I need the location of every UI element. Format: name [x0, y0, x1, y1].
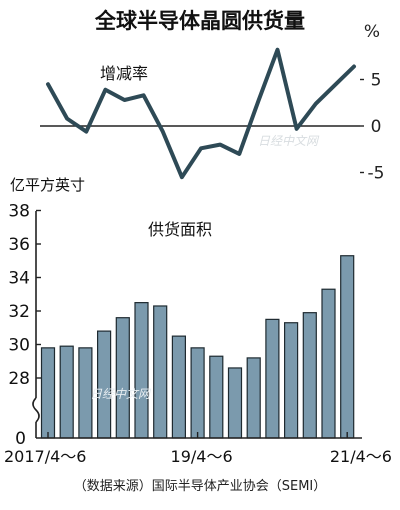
growth-rate-line — [46, 47, 356, 180]
shipment-bar — [227, 367, 243, 439]
line-series-label: 增减率 — [100, 64, 148, 83]
shipment-bar — [321, 288, 336, 439]
bar-series-label: 供货面积 — [148, 220, 212, 239]
line-y-tick-label: 0 — [371, 117, 382, 137]
source-note: （数据来源）国际半导体产业协会（SEMI） — [74, 479, 327, 494]
bar-y-zero-label: 0 — [15, 429, 26, 449]
bar-x-ticks: 2017/4～6 19/4～6 21/4～6 — [4, 432, 392, 466]
growth-rate-point — [162, 131, 164, 133]
shipment-bar — [171, 335, 186, 439]
growth-rate-point — [353, 65, 355, 67]
growth-rate-point — [124, 99, 125, 101]
bar-x-tick-label: 21/4～6 — [330, 447, 392, 466]
growth-rate-point — [143, 94, 145, 96]
bar-y-axis-label: 亿平方英寸 — [10, 176, 85, 194]
watermark-bottom: 日经中文网 — [90, 387, 152, 401]
chart-title: 全球半导体晶圆供货量 — [94, 9, 305, 33]
shipment-bar — [40, 347, 56, 439]
bar-y-tick-label: 32 — [8, 302, 30, 322]
growth-rate-point — [181, 176, 183, 178]
shipment-bar — [115, 317, 130, 439]
shipment-bar — [340, 255, 355, 439]
bar-x-tick-label: 19/4～6 — [171, 447, 233, 466]
watermark-top: 日经中文网 — [258, 134, 320, 148]
shipment-bar — [153, 305, 168, 439]
bar-y-ticks: 28 30 32 34 36 38 — [8, 202, 41, 389]
growth-rate-point — [257, 100, 259, 102]
growth-rate-point — [66, 118, 68, 120]
shipment-bar — [284, 322, 299, 439]
bar-x-tick-label: 2017/4～6 — [4, 447, 86, 466]
growth-rate-point — [104, 89, 106, 91]
growth-rate-point — [334, 84, 336, 86]
bar-series — [40, 255, 355, 439]
bar-y-tick-label: 28 — [8, 369, 30, 389]
growth-rate-point — [47, 83, 49, 85]
shipment-bar — [265, 318, 280, 439]
growth-rate-point — [85, 131, 87, 133]
shipment-bar — [209, 355, 224, 439]
line-y-tick-label: -5 — [368, 164, 385, 184]
bar-chart: 亿平方英寸 供货面积 28 30 32 34 36 38 2017/4～6 19/4～6 21… — [4, 176, 392, 466]
bar-y-tick-label: 36 — [8, 235, 30, 255]
growth-rate-point — [219, 144, 221, 146]
shipment-bar — [134, 302, 149, 439]
line-y-ticks: 5 0 -5 — [360, 71, 384, 184]
axis-break-mark — [32, 397, 40, 423]
line-unit-label: % — [364, 22, 380, 42]
bar-y-tick-label: 38 — [8, 202, 30, 222]
line-chart: % 增减率 5 0 -5 日经中文网 — [40, 22, 384, 184]
growth-rate-point — [238, 153, 240, 155]
growth-rate-point — [200, 147, 202, 149]
bar-y-tick-label: 34 — [8, 269, 30, 289]
growth-rate-points — [47, 49, 355, 178]
shipment-bar — [302, 312, 317, 439]
shipment-bar — [59, 345, 74, 439]
shipment-bar — [190, 347, 205, 439]
line-y-tick-label: 5 — [371, 71, 382, 91]
bar-y-tick-label: 30 — [8, 336, 30, 356]
shipment-bar — [96, 330, 112, 439]
growth-rate-point — [277, 49, 278, 51]
growth-rate-point — [315, 103, 317, 105]
shipment-bar — [246, 357, 261, 439]
growth-rate-point — [296, 128, 298, 130]
